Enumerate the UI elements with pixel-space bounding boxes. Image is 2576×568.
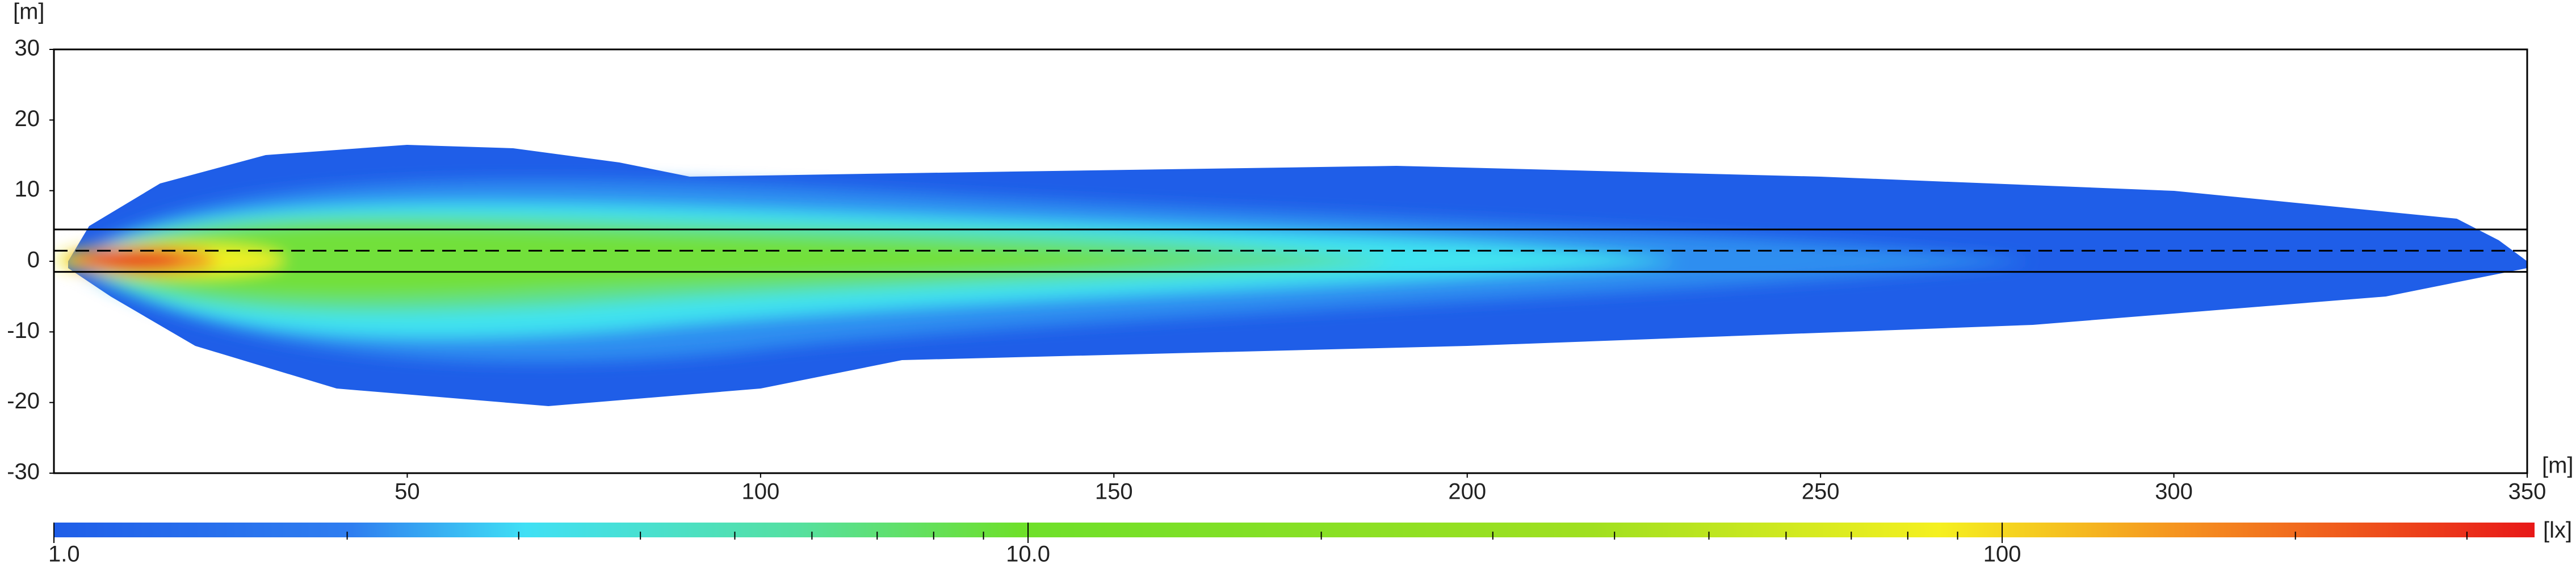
x-tick-label: 200	[1448, 479, 1486, 504]
y-tick-label: 30	[15, 36, 40, 61]
x-tick-label: 300	[2155, 479, 2193, 504]
y-tick-label: -30	[7, 460, 40, 485]
y-tick-label: 10	[15, 177, 40, 202]
x-tick-label: 250	[1802, 479, 1840, 504]
y-tick-label: -10	[7, 318, 40, 343]
y-unit: [m]	[13, 0, 45, 24]
colorbar-tick-label: 10.0	[1006, 542, 1050, 567]
y-tick-label: -20	[7, 389, 40, 414]
colorbar-tick-label: 100	[1983, 542, 2021, 567]
x-tick-label: 150	[1095, 479, 1133, 504]
x-tick-label: 100	[741, 479, 779, 504]
illuminance-map	[57, 145, 2527, 406]
x-tick-label: 50	[395, 479, 420, 504]
x-tick-label: 350	[2508, 479, 2546, 504]
y-tick-label: 0	[27, 248, 40, 273]
colorbar	[54, 523, 2535, 537]
x-unit: [m]	[2542, 453, 2574, 478]
y-tick-label: 20	[15, 106, 40, 131]
colorbar-tick-label: 1.0	[48, 542, 80, 567]
colorbar-unit: [lx]	[2543, 518, 2572, 543]
